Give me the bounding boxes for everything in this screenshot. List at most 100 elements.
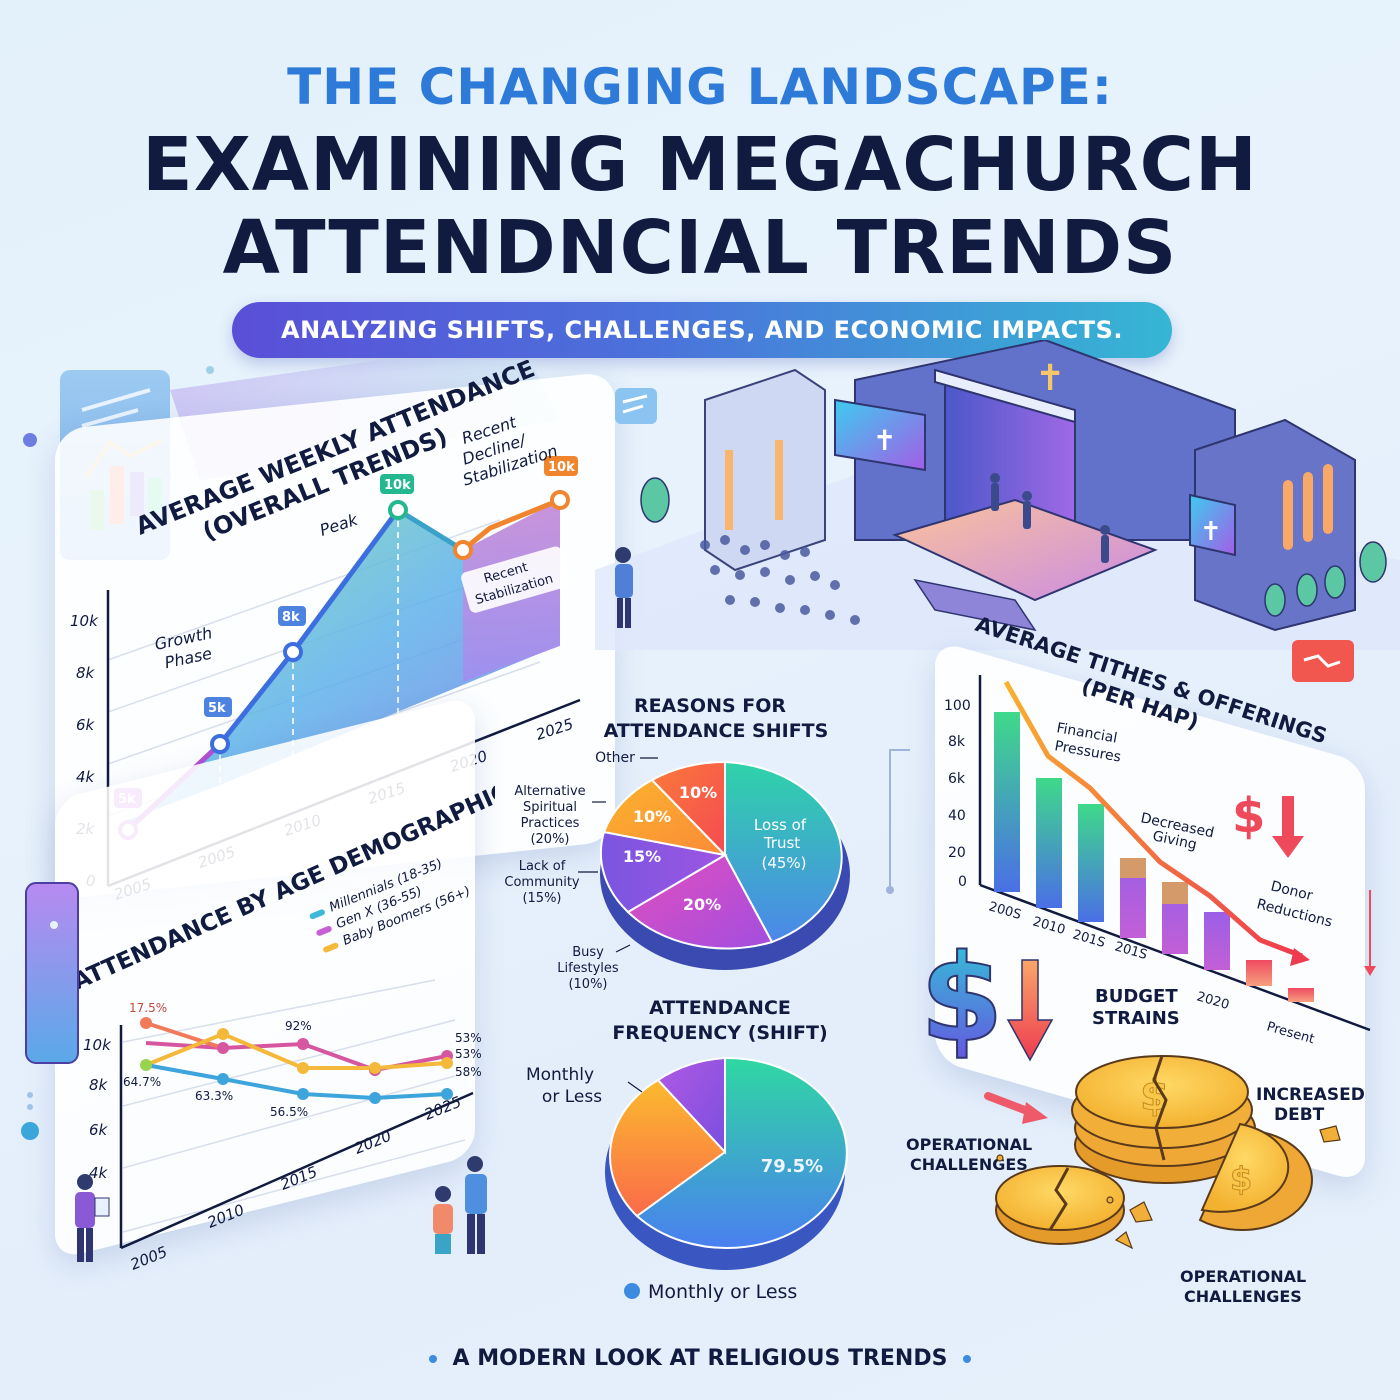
y-tick: 20 [948,845,966,861]
broken-coin-right-icon: $ [1198,1122,1313,1231]
bar [1204,912,1230,970]
screen-left [834,398,926,472]
slice-alternative-practices [602,778,728,857]
y-tick: 0 [958,874,967,890]
broken-coin-left-icon [995,1165,1125,1245]
cross-icon: ✝ [1035,358,1065,399]
bar [994,712,1020,892]
y-tick: 6k [76,716,96,734]
data-label: 56.5% [270,1105,308,1119]
series-millennials [145,1063,448,1101]
y-tick: 8k [948,734,966,750]
callout-monthly: Monthly [526,1065,594,1085]
callout-community: (15%) [522,891,561,906]
reasons-title-2: ATTENDANCE SHIFTS [604,720,829,742]
legend-dot [624,1283,640,1299]
slice-label-community: 15% [623,847,661,866]
weekly-attendance-chart: AVERAGE WEEKLY ATTENDANCE (OVERALL TREND… [70,360,581,904]
big-down-arrow-icon [1006,959,1054,1062]
footer: A MODERN LOOK AT RELIGIOUS TRENDS [0,1346,1400,1371]
slice-label-trust: Trust [763,834,800,852]
callout-busy: Busy [572,945,604,960]
callout-community: Lack of [519,859,566,874]
operational-challenges-label-2: OPERATIONAL [1180,1267,1306,1286]
y-tick: 40 [948,808,966,824]
title-line-1: THE CHANGING LANDSCAPE: [287,58,1113,116]
data-label: 64.7% [123,1075,161,1089]
x-tick: 2010 [205,1201,247,1232]
broken-coin-stack-icon: $ [1071,1055,1256,1184]
slice-label-main: 79.5% [761,1156,823,1177]
title-line-2: EXAMINING MEGACHURCH [142,122,1258,208]
subtitle-text: ANALYZING SHIFTS, CHALLENGES, AND ECONOM… [281,316,1123,344]
callout-busy: Lifestyles [557,961,619,976]
data-point [210,734,230,754]
big-dollar-icon: $ [920,930,1004,1069]
slice-label-other: 10% [679,783,717,802]
y-tick: 4k [89,1164,109,1182]
footer-text: A MODERN LOOK AT RELIGIOUS TRENDS [452,1346,948,1371]
increased-debt-label: INCREASED [1256,1085,1365,1105]
bar [1078,804,1104,922]
frequency-title-2: FREQUENCY (SHIFT) [612,1022,827,1044]
callout-alt: Practices [521,816,580,831]
bar [1288,988,1314,1002]
data-label: 17.5% [129,1001,167,1015]
age-chart-title: ATTENDANCE BY AGE DEMOGRAPHIC [69,780,495,995]
bullet-dot [963,1355,972,1363]
data-label: 58% [455,1065,482,1079]
slice-other [656,1056,726,1155]
data-point [283,642,303,662]
tithes-chart: AVERAGE TITHES & OFFERINGS (PER HAP) 100… [944,612,1371,1047]
megachurch-illustration: ✝ ✝ ✝ [595,340,1400,650]
slice-other [650,760,726,858]
tithes-title-1: AVERAGE TITHES & OFFERINGS [972,612,1329,749]
chat-bubble-icon [615,388,657,424]
screen-right [1189,493,1236,557]
trend-line [1003,680,1303,959]
x-tick: 2020 [352,1127,394,1158]
y-tick: 100 [944,698,971,714]
frequency-legend: Monthly or Less [648,1281,797,1303]
presenter-figure [615,547,633,628]
analyst-figure [75,1174,110,1262]
y-tick: 6k [89,1121,109,1139]
callout-other: Other [595,750,635,766]
bullet-dot [428,1355,437,1363]
dollar-icon: $ [1232,788,1265,844]
x-tick: 2005 [128,1243,170,1274]
reasons-pie-chart: REASONS FOR ATTENDANCE SHIFTS Loss of Tr… [504,695,850,992]
bar [1246,960,1272,986]
callout-alt: Alternative [514,784,585,799]
decorative-phone-card [21,882,79,1140]
svg-text:$: $ [1230,1160,1252,1198]
data-label: 63.3% [195,1089,233,1103]
operational-challenges-label-1b: CHALLENGES [910,1155,1028,1174]
data-label: 53% [455,1047,482,1061]
reasons-title-1: REASONS FOR [634,695,786,717]
increased-debt-label: DEBT [1274,1105,1325,1125]
callout-alt: Spiritual [523,800,577,815]
data-label: 53% [455,1031,482,1045]
y-tick: 8k [89,1076,109,1094]
flow-arrows [886,749,1376,976]
cross-icon: ✝ [873,424,896,457]
y-tick: 10k [70,612,99,630]
y-tick: 8k [76,664,96,682]
callout-monthly: or Less [542,1087,602,1107]
slice-lack-of-community [599,830,728,914]
title-line-3: ATTENDNCIAL TRENDS [222,205,1178,291]
slice-loss-of-trust [724,760,843,944]
weekly-area-fill [128,500,560,830]
budget-strains-label: STRAINS [1092,1008,1180,1029]
callout-alt: (20%) [530,832,569,847]
callout-busy: (10%) [568,977,607,992]
age-demographic-chart: ATTENDANCE BY AGE DEMOGRAPHIC Millennial… [69,780,495,1274]
economic-impact-illustration: $ BUDGET STRAINS OPERATIONAL CHALLENGES … [906,929,1365,1306]
data-point [388,500,408,520]
peak-label: Peak [317,510,360,540]
point-label: 8k [282,610,300,625]
point-label: 10k [548,460,575,475]
slice-label-busy: 20% [683,895,721,914]
cross-icon: ✝ [1200,517,1222,547]
